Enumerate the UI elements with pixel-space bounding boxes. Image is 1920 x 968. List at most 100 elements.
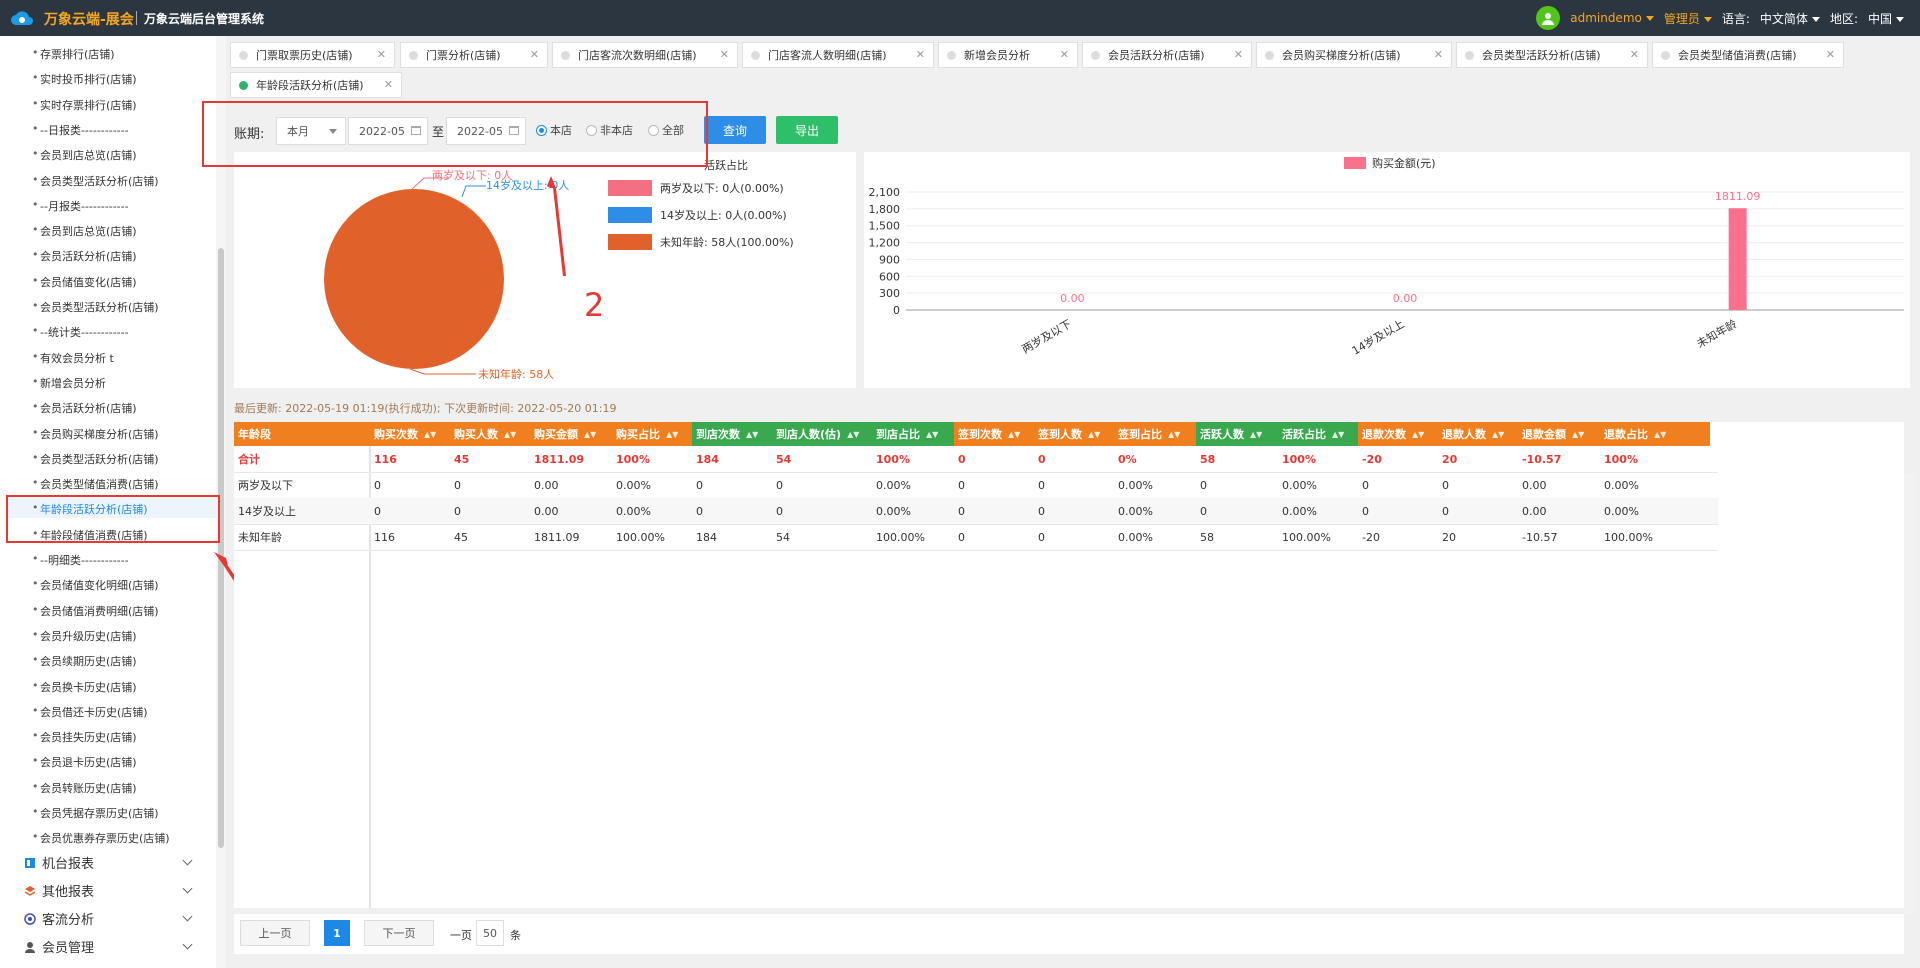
sidebar-item[interactable]: 会员挂失历史(店铺): [32, 729, 137, 745]
close-icon[interactable]: ✕: [1629, 48, 1639, 61]
sidebar-group-member-management[interactable]: 会员管理: [24, 937, 193, 956]
sidebar-item[interactable]: 会员类型储值消费(店铺): [32, 476, 159, 492]
sort-icon[interactable]: ▲▼: [1572, 429, 1585, 439]
sidebar-item[interactable]: 会员转账历史(店铺): [32, 780, 137, 796]
sort-icon[interactable]: ▲▼: [1332, 429, 1345, 439]
tab[interactable]: 会员类型活跃分析(店铺) ✕: [1456, 42, 1648, 68]
sidebar-item[interactable]: 会员活跃分析(店铺): [32, 400, 137, 416]
per-page-input[interactable]: 50: [476, 920, 504, 946]
sidebar-item[interactable]: --统计类------------: [32, 324, 129, 340]
column-header[interactable]: 购买次数 ▲▼: [370, 422, 450, 446]
column-header[interactable]: 年龄段: [234, 422, 370, 446]
username-dropdown[interactable]: admindemo: [1570, 11, 1654, 25]
column-header[interactable]: 到店次数 ▲▼: [692, 422, 772, 446]
region-dropdown[interactable]: 中国: [1868, 10, 1904, 27]
radio-other-store[interactable]: 非本店: [586, 122, 633, 138]
sort-icon[interactable]: ▲▼: [847, 429, 860, 439]
sidebar-item[interactable]: 存票排行(店铺): [32, 46, 115, 62]
sidebar-item[interactable]: 会员换卡历史(店铺): [32, 679, 137, 695]
radio-this-store[interactable]: 本店: [536, 122, 572, 138]
column-header[interactable]: 活跃占比 ▲▼: [1278, 422, 1358, 446]
sidebar-item[interactable]: 会员到店总览(店铺): [32, 147, 137, 163]
language-dropdown[interactable]: 中文简体: [1760, 10, 1820, 27]
current-page-button[interactable]: 1: [324, 920, 350, 946]
column-header[interactable]: 到店人数(估) ▲▼: [772, 422, 872, 446]
sidebar-item[interactable]: 会员购买梯度分析(店铺): [32, 426, 159, 442]
sidebar-item[interactable]: 会员活跃分析(店铺): [32, 248, 137, 264]
sidebar-item[interactable]: 会员类型活跃分析(店铺): [32, 299, 159, 315]
sidebar-item[interactable]: 会员优惠券存票历史(店铺): [32, 830, 170, 846]
query-button[interactable]: 查询: [704, 116, 766, 144]
close-icon[interactable]: ✕: [719, 48, 729, 61]
sort-icon[interactable]: ▲▼: [1250, 429, 1263, 439]
close-icon[interactable]: ✕: [1059, 48, 1069, 61]
end-month-input[interactable]: 2022-05: [446, 117, 526, 145]
column-header[interactable]: 退款占比 ▲▼: [1600, 422, 1710, 446]
sort-icon[interactable]: ▲▼: [666, 429, 679, 439]
sort-icon[interactable]: ▲▼: [746, 429, 759, 439]
pie-legend-item[interactable]: 14岁及以上: 0人(0.00%): [608, 207, 787, 223]
sidebar-item[interactable]: 会员凭据存票历史(店铺): [32, 805, 159, 821]
sidebar-item[interactable]: 实时投币排行(店铺): [32, 71, 137, 87]
pie-legend-item[interactable]: 未知年龄: 58人(100.00%): [608, 234, 794, 250]
sidebar-item[interactable]: 年龄段活跃分析(店铺): [32, 501, 148, 517]
radio-all[interactable]: 全部: [648, 122, 684, 138]
brand-name[interactable]: 万象云端-展会: [44, 12, 134, 28]
sidebar-item[interactable]: 实时存票排行(店铺): [32, 97, 137, 113]
column-header[interactable]: 到店占比 ▲▼: [872, 422, 954, 446]
export-button[interactable]: 导出: [776, 116, 838, 144]
tab[interactable]: 门店客流人数明细(店铺) ✕: [742, 42, 934, 68]
column-header[interactable]: 退款次数 ▲▼: [1358, 422, 1438, 446]
prev-page-button[interactable]: 上一页: [240, 920, 310, 946]
tab[interactable]: 会员类型储值消费(店铺) ✕: [1652, 42, 1844, 68]
column-header[interactable]: 活跃人数 ▲▼: [1196, 422, 1278, 446]
close-icon[interactable]: ✕: [1825, 48, 1835, 61]
close-icon[interactable]: ✕: [376, 48, 386, 61]
close-icon[interactable]: ✕: [529, 48, 539, 61]
column-header[interactable]: 退款人数 ▲▼: [1438, 422, 1518, 446]
sort-icon[interactable]: ▲▼: [1412, 429, 1425, 439]
column-header[interactable]: 退款金额 ▲▼: [1518, 422, 1600, 446]
sidebar-item[interactable]: 会员储值变化明细(店铺): [32, 577, 159, 593]
tab[interactable]: 新增会员分析 ✕: [938, 42, 1078, 68]
sort-icon[interactable]: ▲▼: [1168, 429, 1181, 439]
sidebar-item[interactable]: --明细类------------: [32, 552, 129, 568]
sidebar-group-other-reports[interactable]: 其他报表: [24, 881, 193, 900]
column-header[interactable]: 签到占比 ▲▼: [1114, 422, 1196, 446]
sort-icon[interactable]: ▲▼: [1654, 429, 1667, 439]
sidebar-item[interactable]: 会员借还卡历史(店铺): [32, 704, 148, 720]
close-icon[interactable]: ✕: [1233, 48, 1243, 61]
tab[interactable]: 门票取票历史(店铺) ✕: [230, 42, 395, 68]
pie-slice-unknown-age[interactable]: [324, 189, 504, 369]
sidebar-item[interactable]: 会员升级历史(店铺): [32, 628, 137, 644]
column-header[interactable]: 购买占比 ▲▼: [612, 422, 692, 446]
close-icon[interactable]: ✕: [1433, 48, 1443, 61]
tab[interactable]: 门店客流次数明细(店铺) ✕: [552, 42, 738, 68]
start-month-input[interactable]: 2022-05: [348, 117, 428, 145]
column-header[interactable]: 购买人数 ▲▼: [450, 422, 530, 446]
sort-icon[interactable]: ▲▼: [584, 429, 597, 439]
sort-icon[interactable]: ▲▼: [926, 429, 939, 439]
sort-icon[interactable]: ▲▼: [504, 429, 517, 439]
user-avatar-icon[interactable]: [1536, 6, 1561, 30]
sidebar-item[interactable]: 会员类型活跃分析(店铺): [32, 173, 159, 189]
sidebar-scrollbar-thumb[interactable]: [218, 248, 224, 848]
role-dropdown[interactable]: 管理员: [1664, 10, 1712, 27]
sidebar-item[interactable]: 新增会员分析: [32, 375, 106, 391]
sort-icon[interactable]: ▲▼: [1492, 429, 1505, 439]
sidebar-item[interactable]: 会员类型活跃分析(店铺): [32, 451, 159, 467]
sidebar-group-traffic-analysis[interactable]: 客流分析: [24, 909, 193, 928]
sidebar-item[interactable]: 年龄段储值消费(店铺): [32, 527, 148, 543]
period-select[interactable]: 本月: [276, 117, 346, 145]
sidebar-group-machine-reports[interactable]: 机台报表: [24, 853, 193, 872]
sidebar-item[interactable]: 会员退卡历史(店铺): [32, 754, 137, 770]
sidebar-item[interactable]: 会员到店总览(店铺): [32, 223, 137, 239]
pie-legend-item[interactable]: 两岁及以下: 0人(0.00%): [608, 180, 784, 196]
sort-icon[interactable]: ▲▼: [1088, 429, 1101, 439]
close-icon[interactable]: ✕: [383, 78, 393, 91]
sidebar-item[interactable]: 会员续期历史(店铺): [32, 653, 137, 669]
column-header[interactable]: 签到次数 ▲▼: [954, 422, 1034, 446]
next-page-button[interactable]: 下一页: [364, 920, 434, 946]
table-scrollbar[interactable]: [1904, 474, 1916, 914]
sort-icon[interactable]: ▲▼: [424, 429, 437, 439]
